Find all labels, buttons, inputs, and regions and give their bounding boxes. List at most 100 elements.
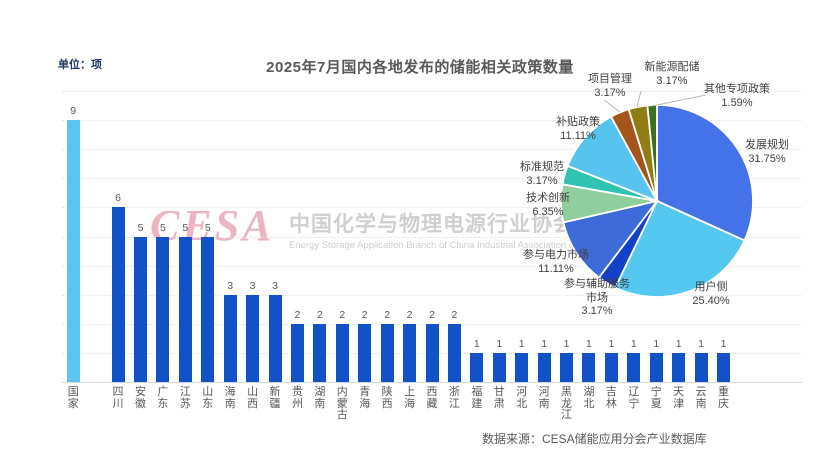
bar-axis-label: 陕西 xyxy=(381,386,393,410)
bar-value-label: 2 xyxy=(451,308,458,321)
gridline xyxy=(62,178,802,180)
pie-leader-line xyxy=(636,90,642,108)
bar xyxy=(425,323,439,382)
pie-label: 参与电力市场 11.11% xyxy=(523,249,589,275)
x-axis-line xyxy=(62,382,802,383)
bar-axis-label: 天津 xyxy=(673,386,685,410)
bar xyxy=(627,352,641,382)
pie-label: 补贴政策 11.11% xyxy=(556,116,600,142)
pie-label: 新能源配储 3.17% xyxy=(644,61,700,87)
bar xyxy=(694,352,708,382)
pie-label: 用户侧 25.40% xyxy=(692,281,730,307)
bar xyxy=(672,352,686,382)
bar xyxy=(537,352,551,382)
bar xyxy=(290,323,304,382)
bar-axis-label: 贵州 xyxy=(291,386,303,410)
bar xyxy=(156,236,170,382)
pie-leader-line xyxy=(603,99,621,113)
bar-axis-label: 山东 xyxy=(202,386,214,410)
bar xyxy=(111,207,125,382)
bar-value-label: 3 xyxy=(272,279,278,292)
bar-value-label: 2 xyxy=(316,308,323,321)
bar-value-label: 5 xyxy=(204,221,211,234)
bar-value-label: 2 xyxy=(406,308,413,321)
bar-value-label: 2 xyxy=(339,308,346,321)
bar xyxy=(582,352,596,382)
bar-value-label: 1 xyxy=(586,337,592,350)
pie-label: 标准规范 3.17% xyxy=(520,161,564,187)
bar-value-label: 1 xyxy=(518,337,525,350)
bar-axis-label: 黑龙江 xyxy=(561,386,573,421)
pie-leader-line xyxy=(651,94,707,107)
bar xyxy=(66,120,80,382)
bar-value-label: 1 xyxy=(698,337,704,350)
bar xyxy=(201,236,215,382)
bar-value-label: 1 xyxy=(720,337,727,350)
bar-axis-label: 江苏 xyxy=(179,386,191,410)
pie-label: 技术创新 6.35% xyxy=(526,192,570,218)
bar-value-label: 3 xyxy=(227,279,234,292)
data-source-caption: 数据来源：CESA储能应用分会产业数据库 xyxy=(482,432,707,446)
bar-axis-label: 四川 xyxy=(112,386,124,410)
bar-value-label: 2 xyxy=(361,308,368,321)
bar-axis-label: 湖北 xyxy=(583,386,595,410)
bar-axis-label: 宁夏 xyxy=(650,386,662,410)
bar-axis-label: 湖南 xyxy=(314,386,326,410)
bar-value-label: 1 xyxy=(496,337,503,350)
bar-value-label: 2 xyxy=(384,308,391,321)
bar xyxy=(133,236,147,382)
gridline xyxy=(62,294,802,296)
bar-axis-label: 青海 xyxy=(359,386,371,410)
gridline xyxy=(62,120,802,122)
bar-axis-label: 河北 xyxy=(516,386,528,410)
pie-slice xyxy=(566,115,659,203)
bar xyxy=(268,294,282,382)
bar-axis-label: 河南 xyxy=(538,386,550,410)
bar-axis-label: 海南 xyxy=(224,386,236,410)
gridline xyxy=(62,265,802,267)
bar xyxy=(358,323,372,382)
bar-value-label: 5 xyxy=(137,221,144,234)
bar xyxy=(604,352,618,382)
bar-axis-label: 上海 xyxy=(404,386,416,410)
bar-axis-label: 山西 xyxy=(247,386,259,410)
bar-value-label: 1 xyxy=(563,337,570,350)
bar-value-label: 1 xyxy=(675,337,682,350)
bar-axis-label: 新疆 xyxy=(269,386,281,410)
bar-value-label: 5 xyxy=(182,221,189,234)
bar-value-label: 1 xyxy=(541,337,548,350)
bar-axis-label: 安徽 xyxy=(134,386,146,410)
bar-axis-label: 重庆 xyxy=(718,386,729,410)
bar-axis-label: 辽宁 xyxy=(628,386,640,410)
bar-axis-label: 吉林 xyxy=(605,386,617,410)
pie-label: 参与辅助服务 市场 3.17% xyxy=(564,278,630,317)
bar-axis-label: 福建 xyxy=(471,386,483,410)
pie-slice xyxy=(614,199,746,298)
gridline xyxy=(62,207,802,209)
bar-value-label: 1 xyxy=(630,337,637,350)
gridline xyxy=(62,91,802,92)
chart-title: 2025年7月国内各地发布的储能相关政策数量 xyxy=(266,59,574,76)
bar-axis-label: 内蒙古 xyxy=(336,386,348,421)
bar-value-label: 2 xyxy=(294,308,301,321)
bar-value-label: 1 xyxy=(473,337,480,350)
unit-label: 单位：项 xyxy=(58,59,102,71)
bar xyxy=(246,294,260,382)
bar-axis-label: 云南 xyxy=(695,386,707,410)
bar xyxy=(313,323,327,382)
pie-label: 发展规划 31.75% xyxy=(745,139,789,165)
bar xyxy=(717,352,730,382)
bar-axis-label: 广东 xyxy=(157,386,169,410)
pie-label: 其他专项政策 1.59% xyxy=(704,83,770,109)
pie-label: 项目管理 3.17% xyxy=(588,73,632,99)
watermark-en-text: Energy Storage Application Branch of Chi… xyxy=(288,240,626,251)
bar xyxy=(515,352,529,382)
bar xyxy=(403,323,417,382)
gridline xyxy=(62,236,802,238)
bar xyxy=(649,352,663,382)
bar-value-label: 1 xyxy=(653,337,660,350)
bar-value-label: 2 xyxy=(429,308,435,321)
